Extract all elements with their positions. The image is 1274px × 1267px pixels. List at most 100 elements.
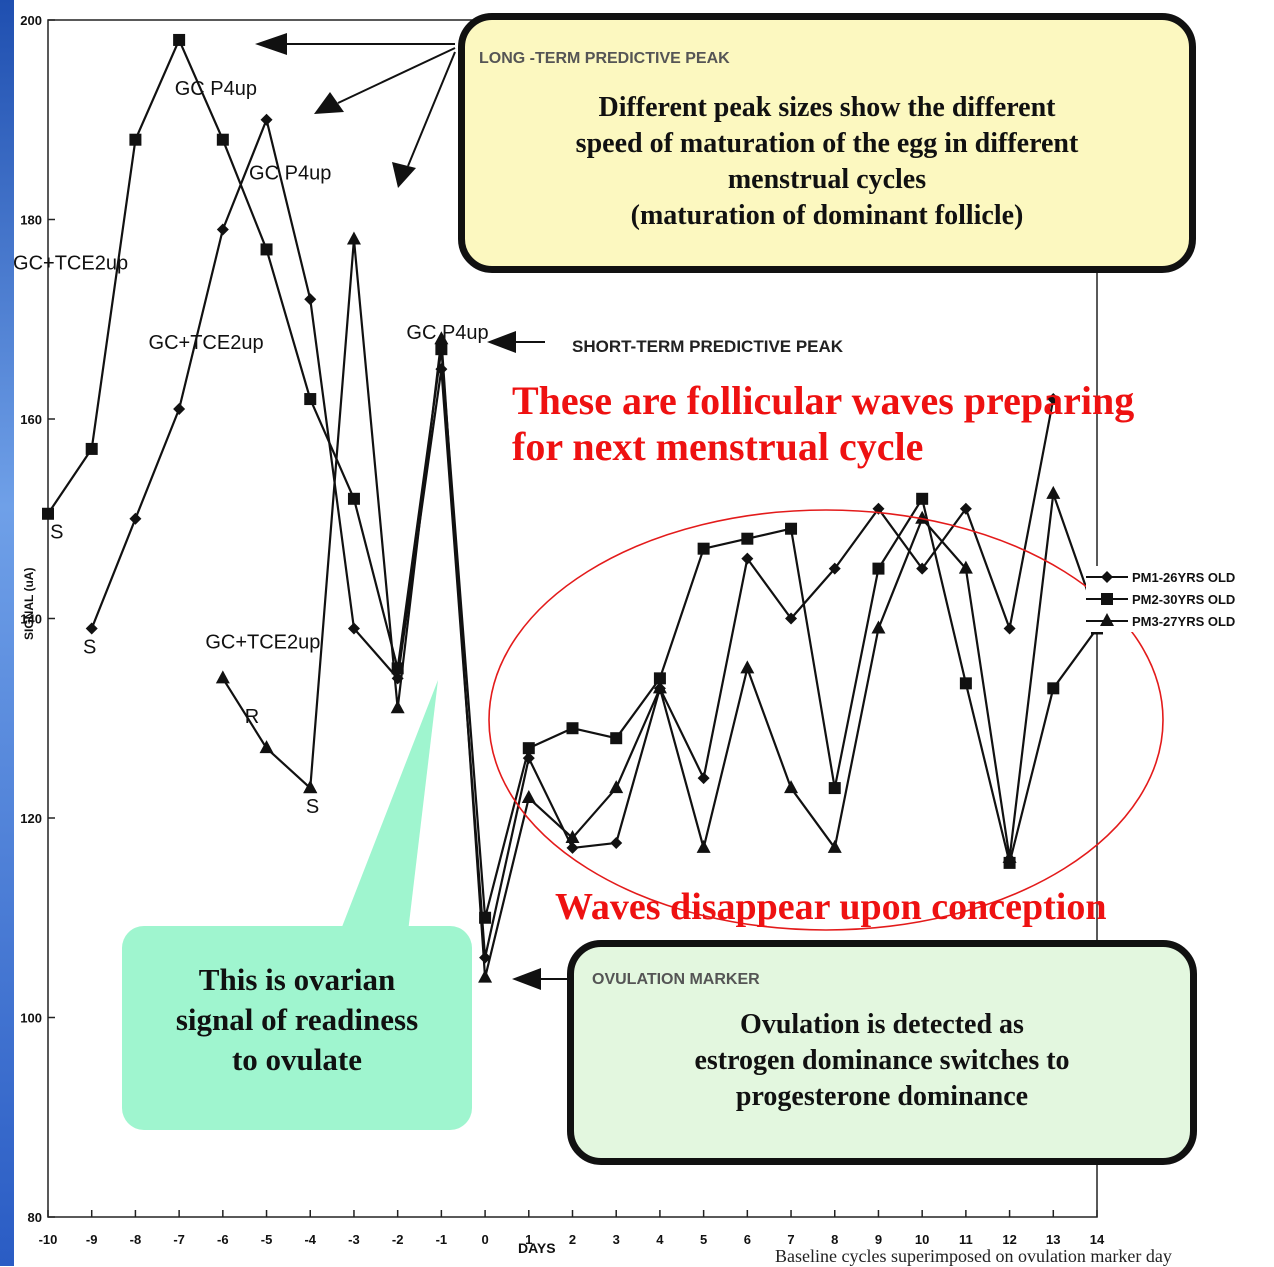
ovulation-line-3: progesterone dominance	[735, 1081, 1029, 1112]
x-axis-label: DAYS	[518, 1240, 556, 1256]
readiness-callout-text: This is ovarian signal of readiness to o…	[122, 960, 472, 1080]
data-point	[741, 532, 754, 545]
y-tick-label: 140	[20, 612, 42, 627]
x-tick-label: 14	[1090, 1232, 1105, 1247]
data-point	[259, 740, 274, 754]
data-point	[785, 612, 798, 625]
x-tick-label: -8	[130, 1232, 142, 1247]
follicular-line-1: These are follicular waves preparing	[512, 378, 1135, 423]
long-term-peak-header: LONG -TERM PREDICTIVE PEAK	[479, 50, 730, 67]
data-point	[959, 677, 972, 690]
point-label: GC+TCE2up	[149, 332, 264, 354]
data-point	[1002, 849, 1017, 863]
arrow-line	[337, 47, 456, 104]
data-point	[916, 492, 929, 505]
data-point	[565, 829, 580, 843]
series-line	[221, 677, 311, 789]
readiness-line-2: signal of readiness	[175, 1002, 419, 1037]
legend-item-1: PM1-26YRS OLD	[1086, 566, 1274, 588]
data-point	[304, 393, 317, 406]
data-point	[303, 780, 318, 794]
x-tick-label: -1	[436, 1232, 448, 1247]
data-point	[610, 836, 623, 849]
ovulation-line-1: Ovulation is detected as	[740, 1009, 1024, 1040]
data-point	[521, 790, 536, 804]
data-point	[304, 293, 317, 306]
data-point	[828, 782, 841, 795]
short-term-peak-label: SHORT-TERM PREDICTIVE PEAK	[572, 337, 844, 356]
y-tick-label: 100	[20, 1011, 42, 1026]
data-point	[696, 839, 711, 853]
arrow-head	[314, 92, 344, 114]
data-point	[1101, 571, 1113, 583]
legend-swatch	[1086, 613, 1128, 626]
y-tick-label: 120	[20, 811, 42, 826]
data-point	[828, 562, 841, 575]
legend-item-2: PM2-30YRS OLD	[1086, 588, 1274, 610]
follicular-waves-text: These are follicular waves preparing for…	[512, 378, 1134, 470]
data-point	[85, 622, 98, 635]
data-point	[609, 780, 624, 794]
data-point	[872, 562, 885, 575]
series-3	[215, 231, 1104, 983]
data-point	[566, 841, 579, 854]
x-tick-label: 1	[525, 1232, 532, 1247]
data-point	[915, 510, 930, 524]
legend-label: PM2-30YRS OLD	[1132, 591, 1236, 607]
data-point	[958, 560, 973, 574]
arrow-head	[512, 968, 541, 990]
readiness-line-3: to ovulate	[231, 1042, 362, 1077]
arrow-head	[487, 331, 516, 353]
x-tick-label: 11	[959, 1232, 973, 1247]
data-point	[740, 660, 755, 674]
y-tick-label: 180	[20, 213, 42, 228]
x-tick-label: 2	[569, 1232, 576, 1247]
data-point	[347, 492, 360, 505]
data-point	[390, 700, 405, 714]
series-layer: GC P4up GC P4up GC P4up GC+TCE2up GC+TCE2up G…	[13, 33, 1104, 983]
x-tick-label: -4	[304, 1232, 316, 1247]
legend-label: PM3-27YRS OLD	[1132, 613, 1236, 629]
arrow-line	[407, 51, 456, 167]
data-point	[42, 507, 54, 520]
point-label: GC P4up	[249, 163, 331, 185]
data-point	[871, 620, 886, 634]
follicular-line-2: for next menstrual cycle	[512, 424, 924, 469]
ovulation-marker-header: OVULATION MARKER	[592, 971, 760, 988]
arrow-head	[392, 162, 416, 188]
x-tick-label: -2	[392, 1232, 404, 1247]
follicular-waves-ellipse	[488, 509, 1164, 931]
x-tick-label: 8	[831, 1232, 838, 1247]
data-point	[566, 722, 579, 735]
long-term-peak-text: Different peak sizes show the different …	[465, 90, 1189, 234]
ovulation-marker-text: Ovulation is detected as estrogen domina…	[574, 1007, 1190, 1115]
point-label: S	[50, 522, 63, 544]
y-tick-label: 160	[20, 412, 42, 427]
data-point	[522, 742, 535, 755]
data-point	[697, 542, 710, 555]
x-tick-label: 9	[875, 1232, 882, 1247]
point-label: R	[245, 706, 259, 728]
data-point	[216, 133, 229, 146]
point-label: GC P4up	[175, 78, 257, 100]
legend: PM1-26YRS OLD PM2-30YRS OLD PM3-27YRS OLD	[1086, 566, 1274, 632]
y-tick-label: 200	[20, 13, 42, 28]
data-point	[653, 672, 666, 685]
data-point	[785, 522, 798, 535]
legend-label: PM1-26YRS OLD	[1132, 569, 1236, 585]
point-label: GC P4up	[406, 322, 488, 344]
long-term-line-4: (maturation of dominant follicle)	[630, 200, 1024, 231]
data-point	[1003, 622, 1016, 635]
long-term-line-3: menstrual cycles	[727, 164, 927, 195]
data-point	[872, 502, 885, 515]
data-point	[1100, 613, 1114, 626]
long-term-line-2: speed of maturation of the egg in differ…	[575, 128, 1079, 159]
legend-item-3: PM3-27YRS OLD	[1086, 610, 1274, 632]
x-tick-label: 13	[1046, 1232, 1060, 1247]
arrow-head	[255, 33, 287, 55]
data-point	[1047, 682, 1060, 695]
data-point	[346, 231, 361, 245]
y-tick-label: 80	[28, 1210, 42, 1225]
y-axis-label: SIGNAL (uA)	[22, 567, 36, 640]
